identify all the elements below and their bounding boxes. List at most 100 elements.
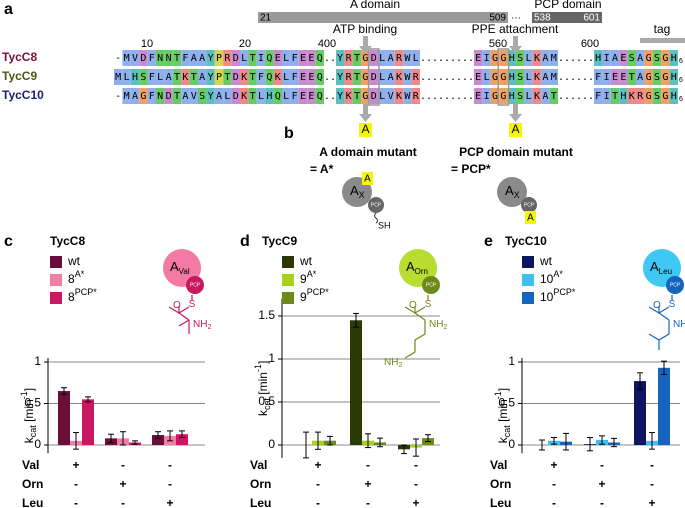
residue-bg: [344, 88, 353, 104]
pcp-icon: [368, 197, 384, 213]
residue-bg: [361, 69, 370, 85]
legend-name: 9: [300, 272, 307, 286]
residue-bg: [602, 88, 611, 104]
residue-bg: [336, 88, 345, 104]
residue-bg: [336, 50, 345, 66]
error-bar: [315, 431, 321, 450]
residue-bg: [231, 88, 240, 104]
module-label: ALeu: [650, 259, 672, 276]
pcp-icon: [521, 197, 537, 213]
residue-bg: [532, 50, 542, 66]
legend-label: wt: [67, 254, 81, 268]
residue-bg: [189, 88, 198, 104]
condition-label: Val: [250, 458, 267, 472]
error-bar: [353, 312, 359, 328]
residue-bg: [394, 69, 404, 85]
residue-bg: [411, 50, 420, 66]
condition-mark: -: [316, 477, 320, 491]
residue-bg: [403, 50, 412, 66]
chem-main: NH: [384, 357, 398, 368]
error-bar: [563, 432, 569, 451]
legend-sup: A*: [307, 269, 317, 279]
residue-bg: [189, 50, 198, 66]
y-tick-label: 1: [268, 351, 275, 365]
chem-label: NH2: [673, 319, 685, 331]
highlight: [497, 48, 510, 106]
condition-label: Orn: [490, 477, 511, 491]
mutation: A: [511, 122, 519, 136]
module-sub: Val: [179, 267, 190, 276]
residue-bg: [282, 69, 291, 85]
residue-bg: [172, 69, 182, 85]
residue-bg: [644, 88, 653, 104]
condition-mark: -: [414, 458, 418, 472]
residue-bg: [619, 50, 628, 66]
chem-main: O: [409, 300, 417, 311]
residue-bg: [265, 69, 274, 85]
residue-bg: [290, 88, 299, 104]
mutation: A: [527, 213, 534, 224]
error-bar: [303, 431, 309, 459]
residue-bg: [549, 50, 558, 66]
residue-bg: [122, 69, 131, 85]
pcp-label: PCP: [670, 282, 681, 288]
condition-mark: +: [598, 477, 605, 491]
condition-label: Leu: [22, 496, 43, 508]
legend-name: wt: [67, 254, 81, 268]
legend-sup: A*: [553, 269, 563, 279]
condition-mark: -: [74, 477, 78, 491]
substrate-bonds: [648, 295, 673, 350]
condition-mark: -: [650, 477, 654, 491]
residue-bg: [214, 69, 224, 85]
residue-bg: [516, 69, 525, 85]
legend-name: 10: [540, 290, 554, 304]
legend-name: 10: [540, 272, 554, 286]
residue-bg: [307, 50, 316, 66]
position: 560: [489, 38, 507, 50]
position: 20: [239, 38, 251, 50]
position: 600: [581, 38, 599, 50]
legend-swatch: [282, 274, 294, 286]
residue-bg: [507, 50, 516, 66]
residue-bg: [298, 88, 308, 104]
condition-mark: -: [552, 496, 556, 508]
residue-bg: [181, 50, 190, 66]
legend-label: 9PCP*: [300, 287, 329, 304]
error-bar: [599, 435, 605, 445]
legend-name: 9: [300, 290, 307, 304]
residue-bg: [344, 69, 353, 85]
condition-mark: -: [414, 477, 418, 491]
chem-main: S: [425, 299, 432, 310]
module-main: A: [406, 259, 415, 274]
error-bar: [587, 437, 593, 452]
mutant-title: A domain mutant: [319, 145, 417, 159]
y-label-part: -1: [19, 391, 29, 399]
residue-bg: [290, 69, 299, 85]
condition-mark: -: [600, 496, 604, 508]
error-bar: [425, 434, 431, 443]
residue-bg: [114, 69, 123, 85]
residue-bg: [265, 88, 274, 104]
condition-mark: +: [72, 458, 79, 472]
residue-bg: [619, 69, 628, 85]
residue-bg: [256, 88, 266, 104]
error-bar: [179, 430, 185, 439]
a-domain-icon: [497, 177, 527, 207]
y-axis-label: kcat [min-1]: [253, 361, 272, 416]
error-bar: [413, 438, 419, 457]
y-label-part: [min: [256, 372, 270, 398]
residue-bg: [315, 69, 324, 85]
domain-end: 601: [583, 13, 600, 24]
residue-bg: [315, 88, 324, 104]
chart-title: TycC8: [50, 234, 85, 248]
residue-bg: [273, 69, 282, 85]
domain-label: AX: [350, 183, 365, 200]
domain-end: 509: [489, 13, 506, 24]
residue-bg: [516, 50, 525, 66]
module-label: AVal: [170, 259, 190, 276]
residue-bg: [516, 88, 525, 104]
error-bar: [120, 431, 126, 446]
legend-swatch: [522, 274, 534, 286]
legend-sup: A*: [75, 269, 85, 279]
bar: [82, 399, 94, 445]
